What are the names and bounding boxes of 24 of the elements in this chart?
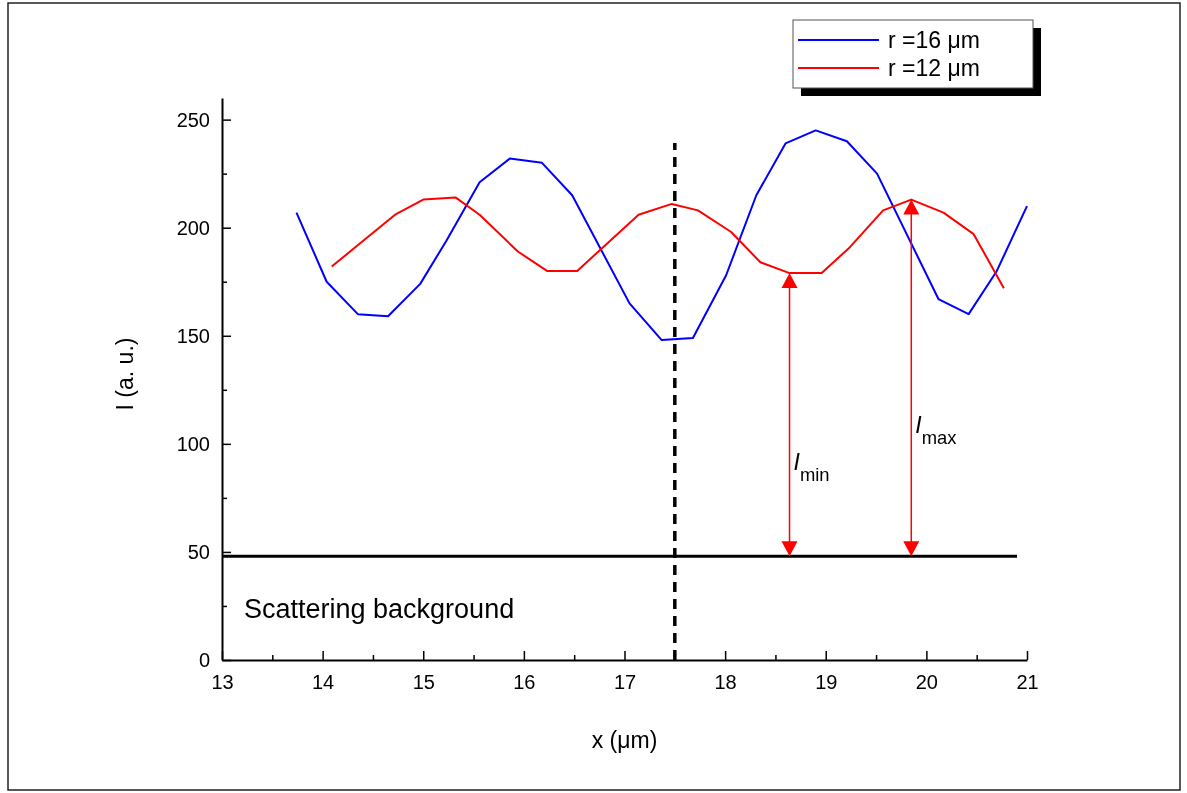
x-tick-label: 18 [714,671,737,693]
y-axis-title: I (a. u.) [112,337,138,411]
y-tick-label: 200 [176,216,210,239]
x-tick-label: 20 [915,671,938,693]
y-tick-label: 100 [176,432,210,455]
y-tick-label: 0 [198,648,210,671]
legend-label: r =16 μm [888,27,980,53]
x-tick-label: 17 [613,671,637,693]
annotation: I$_{max}$ [915,411,957,448]
annotation: I$_{min}$ [793,448,830,485]
line-series [330,196,1005,290]
legend-label: r =12 μm [888,55,980,81]
x-tick-label: 14 [312,671,335,693]
y-tick-label: 250 [176,108,210,131]
ref-line-label: Scattering background [244,594,515,625]
x-axis-title: x (μm) [591,727,658,753]
x-tick-label: 13 [211,671,234,693]
line-series [295,129,1028,342]
y-tick-label: 50 [187,540,210,563]
y-tick-label: 150 [176,324,210,347]
x-tick-label: 21 [1016,671,1039,693]
x-tick-label: 15 [412,671,435,693]
x-tick-label: 19 [815,671,838,693]
x-tick-label: 16 [513,671,536,693]
